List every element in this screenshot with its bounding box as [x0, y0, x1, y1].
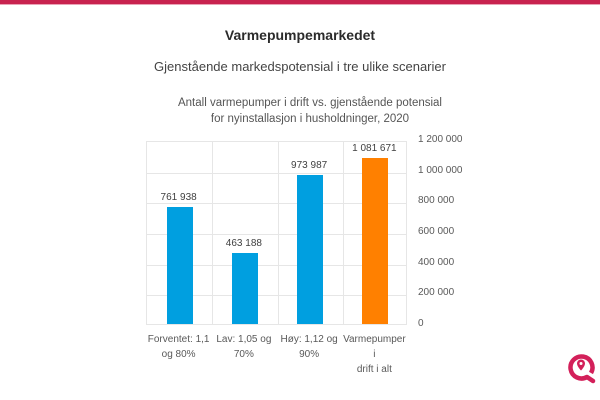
bar-value-label: 1 081 671 [352, 143, 397, 155]
y-axis-tick-label: 1 200 000 [418, 134, 463, 145]
vertical-gridline [342, 142, 344, 324]
x-axis-category-label: Høy: 1,12 og 90% [280, 334, 338, 360]
page-subtitle: Gjenstående markedspotensial i tre ulike… [154, 59, 446, 74]
y-axis-tick-label: 600 000 [418, 226, 455, 237]
vertical-gridline [277, 142, 279, 324]
vertical-gridline [212, 142, 214, 324]
bar-2 [231, 252, 258, 324]
bar-value-label: 761 938 [160, 192, 197, 204]
bar-1 [166, 207, 193, 324]
bar-value-label: 463 188 [225, 237, 262, 249]
location-pin-ring-icon [568, 354, 596, 384]
horizontal-gridline [147, 203, 406, 205]
horizontal-gridline [147, 172, 406, 174]
bar-4 [362, 158, 389, 324]
y-axis-tick-label: 0 [418, 318, 424, 329]
top-accent-bar-shadow [0, 4, 600, 5]
bar-3 [297, 174, 324, 324]
y-axis-tick-label: 1 000 000 [418, 164, 463, 176]
chart-plot-area [146, 141, 407, 325]
chart-title: Antall varmepumper i drift vs. gjenståen… [140, 95, 480, 127]
chart-title-line-1: Antall varmepumper i drift vs. gjenståen… [177, 97, 442, 109]
y-axis-tick-label: 200 000 [418, 287, 455, 299]
x-axis-category-label: Varmepumper i drift i alt [343, 334, 406, 375]
horizontal-gridline [147, 234, 406, 235]
chart-title-line-2: for nyinstallasjon i husholdninger, 2020 [210, 113, 410, 125]
y-axis-tick-label: 400 000 [418, 256, 455, 268]
top-accent-bar [0, 0, 600, 4]
y-axis-tick-label: 800 000 [418, 195, 455, 207]
x-axis-category-label: Forventet: 1,1 og 80% [147, 334, 210, 360]
page-title: Varmepumpemarkedet [224, 27, 376, 43]
horizontal-gridline [147, 264, 406, 266]
bar-value-label: 973 987 [291, 159, 328, 171]
horizontal-gridline [147, 295, 406, 297]
x-axis-category-label: Lav: 1,05 og 70% [216, 334, 272, 360]
